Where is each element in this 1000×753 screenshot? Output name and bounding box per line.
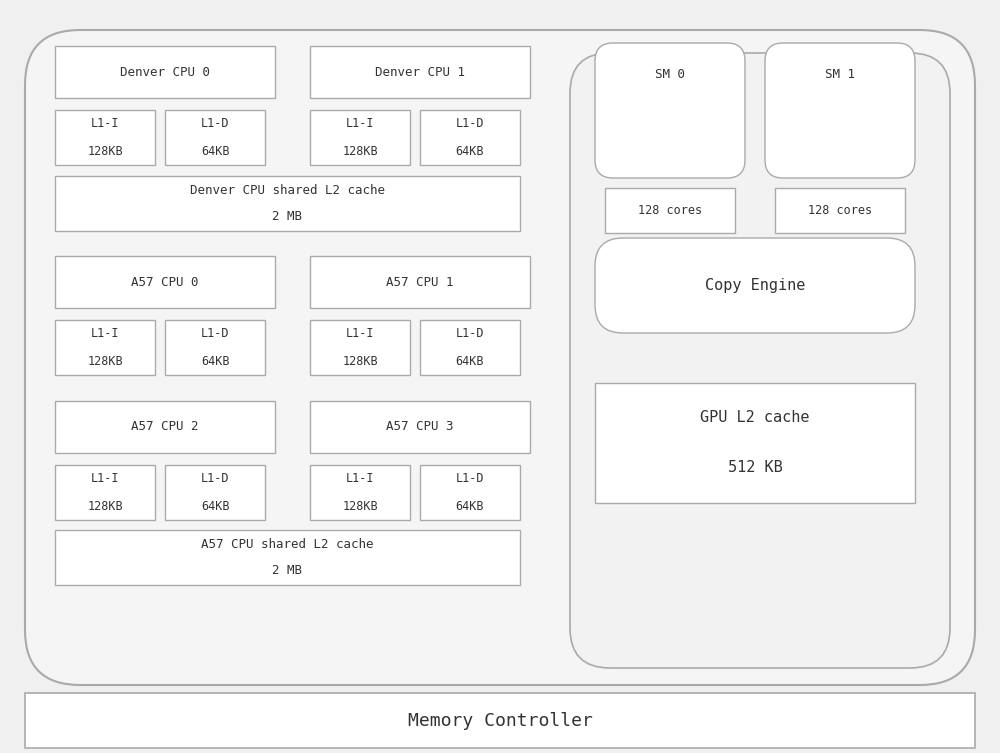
Text: 128KB: 128KB — [87, 355, 123, 368]
Bar — [310, 110, 410, 165]
Text: A57 CPU 3: A57 CPU 3 — [386, 420, 454, 434]
Text: 128KB: 128KB — [342, 500, 378, 513]
Text: A57 CPU 2: A57 CPU 2 — [131, 420, 199, 434]
Text: L1-I: L1-I — [91, 472, 119, 485]
Bar — [55, 46, 275, 98]
Text: L1-D: L1-D — [456, 327, 484, 340]
Text: 64KB: 64KB — [456, 500, 484, 513]
FancyBboxPatch shape — [765, 43, 915, 178]
Text: SM 1: SM 1 — [825, 68, 855, 81]
Text: A57 CPU shared L2 cache: A57 CPU shared L2 cache — [201, 538, 374, 551]
Text: L1-D: L1-D — [201, 327, 229, 340]
Bar — [55, 530, 520, 585]
Text: 2 MB: 2 MB — [272, 564, 302, 577]
Text: L1-I: L1-I — [91, 117, 119, 130]
Bar — [310, 256, 530, 308]
Text: GPU L2 cache: GPU L2 cache — [700, 410, 810, 425]
Text: L1-I: L1-I — [346, 327, 374, 340]
Bar — [420, 110, 520, 165]
Text: L1-D: L1-D — [456, 472, 484, 485]
Bar — [165, 465, 265, 520]
Bar — [55, 465, 155, 520]
Text: 512 KB: 512 KB — [728, 461, 782, 475]
Text: 64KB: 64KB — [456, 145, 484, 158]
Bar — [165, 320, 265, 375]
Bar — [25, 693, 975, 748]
Bar — [775, 188, 905, 233]
Text: L1-I: L1-I — [346, 472, 374, 485]
Text: Copy Engine: Copy Engine — [705, 278, 805, 293]
FancyBboxPatch shape — [595, 238, 915, 333]
Bar — [605, 188, 735, 233]
Bar — [595, 383, 915, 503]
Text: L1-I: L1-I — [91, 327, 119, 340]
Text: A57 CPU 1: A57 CPU 1 — [386, 276, 454, 288]
Bar — [420, 465, 520, 520]
Text: Denver CPU 0: Denver CPU 0 — [120, 66, 210, 78]
Bar — [310, 320, 410, 375]
Bar — [55, 176, 520, 231]
Text: 128 cores: 128 cores — [808, 204, 872, 217]
Text: 64KB: 64KB — [201, 500, 229, 513]
Text: L1-D: L1-D — [456, 117, 484, 130]
Text: 64KB: 64KB — [201, 355, 229, 368]
Text: Denver CPU 1: Denver CPU 1 — [375, 66, 465, 78]
Text: L1-D: L1-D — [201, 117, 229, 130]
Bar — [310, 465, 410, 520]
Text: 128 cores: 128 cores — [638, 204, 702, 217]
Text: SM 0: SM 0 — [655, 68, 685, 81]
Text: 64KB: 64KB — [201, 145, 229, 158]
FancyBboxPatch shape — [25, 30, 975, 685]
Text: A57 CPU 0: A57 CPU 0 — [131, 276, 199, 288]
Text: 128KB: 128KB — [342, 145, 378, 158]
Text: 128KB: 128KB — [342, 355, 378, 368]
Text: L1-I: L1-I — [346, 117, 374, 130]
Bar — [310, 46, 530, 98]
Bar — [55, 110, 155, 165]
Text: 64KB: 64KB — [456, 355, 484, 368]
Text: Memory Controller: Memory Controller — [408, 712, 592, 730]
Bar — [165, 110, 265, 165]
FancyBboxPatch shape — [570, 53, 950, 668]
Bar — [55, 401, 275, 453]
Text: Denver CPU shared L2 cache: Denver CPU shared L2 cache — [190, 184, 385, 197]
Bar — [55, 256, 275, 308]
Text: 2 MB: 2 MB — [272, 210, 302, 223]
Bar — [310, 401, 530, 453]
Text: 128KB: 128KB — [87, 500, 123, 513]
Bar — [55, 320, 155, 375]
FancyBboxPatch shape — [595, 43, 745, 178]
Text: L1-D: L1-D — [201, 472, 229, 485]
Bar — [420, 320, 520, 375]
Text: 128KB: 128KB — [87, 145, 123, 158]
